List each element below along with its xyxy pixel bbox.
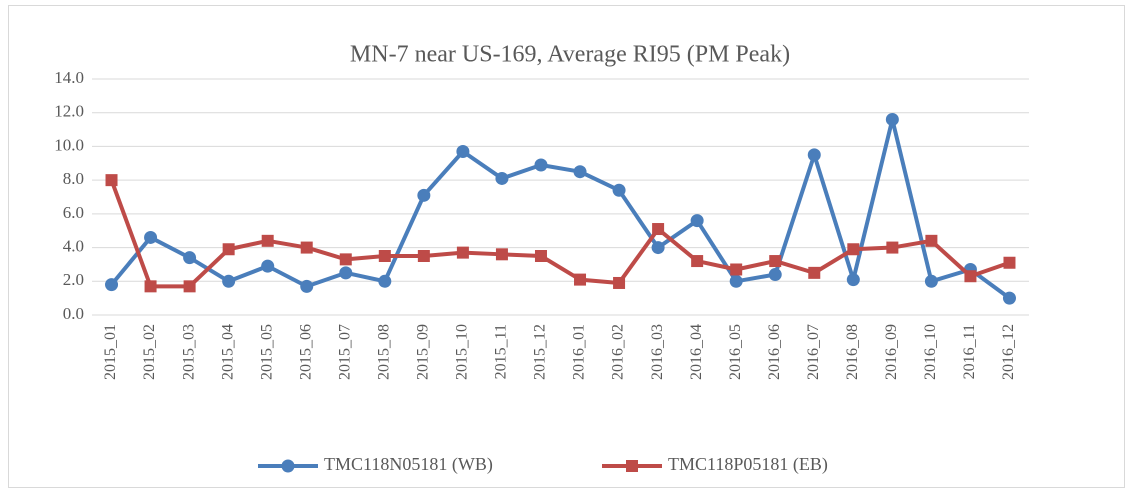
- data-point: [261, 259, 275, 273]
- x-tick-label: 2016_03: [649, 324, 666, 380]
- series-line: [109, 179, 1011, 289]
- data-point: [886, 241, 899, 254]
- x-tick-label: 2015_09: [415, 324, 432, 380]
- x-tick-label: 2016_09: [883, 324, 900, 380]
- data-point: [495, 171, 509, 185]
- data-point: [105, 174, 118, 187]
- legend-label: TMC118P05181 (EB): [668, 454, 828, 475]
- x-tick-label: 2015_12: [532, 324, 549, 380]
- data-point: [612, 183, 626, 197]
- data-point: [925, 234, 938, 247]
- x-tick-label: 2016_08: [844, 324, 861, 380]
- legend-marker: [281, 459, 295, 473]
- y-tick-label: 14.0: [54, 68, 84, 87]
- data-point: [846, 273, 860, 287]
- y-tick-label: 6.0: [63, 203, 84, 222]
- x-tick-label: 2015_10: [454, 324, 471, 380]
- x-tick-label: 2016_04: [688, 324, 705, 380]
- x-tick-label: 2016_07: [805, 324, 822, 380]
- x-tick-label: 2015_02: [141, 324, 158, 380]
- y-tick-label: 8.0: [63, 169, 84, 188]
- data-point: [300, 241, 313, 254]
- data-point: [1003, 256, 1016, 269]
- x-tick-label: 2015_04: [219, 324, 236, 380]
- data-point: [807, 148, 821, 162]
- x-tick-label: 2016_10: [922, 324, 939, 380]
- data-point: [339, 253, 352, 266]
- x-tick-label: 2015_03: [180, 324, 197, 380]
- data-point: [222, 243, 235, 256]
- x-tick-label: 2015_06: [297, 324, 314, 380]
- data-point: [495, 248, 508, 261]
- data-point: [769, 255, 782, 268]
- data-point: [885, 112, 899, 126]
- data-point: [456, 246, 469, 259]
- chart-title: MN-7 near US-169, Average RI95 (PM Peak): [350, 42, 790, 68]
- data-point: [339, 266, 353, 280]
- data-point: [574, 273, 587, 286]
- data-point: [261, 234, 274, 247]
- data-point: [378, 250, 391, 262]
- x-tick-label: 2016_06: [766, 324, 783, 380]
- data-point: [222, 274, 236, 288]
- data-point: [730, 263, 743, 276]
- data-point: [768, 268, 782, 282]
- data-point: [417, 250, 430, 262]
- y-tick-label: 12.0: [54, 102, 84, 121]
- chart-border: [8, 5, 1125, 488]
- series-line: [109, 117, 1011, 300]
- x-tick-label: 2016_05: [727, 324, 744, 380]
- x-tick-label: 2016_01: [571, 324, 588, 380]
- y-tick-label: 0.0: [63, 304, 84, 323]
- data-point: [651, 241, 665, 255]
- data-point: [573, 165, 587, 179]
- legend-label: TMC118N05181 (WB): [324, 454, 493, 475]
- data-point: [964, 270, 977, 283]
- y-tick-label: 10.0: [54, 135, 84, 154]
- data-point: [378, 274, 392, 288]
- data-point: [456, 144, 470, 158]
- y-tick-label: 2.0: [63, 270, 84, 289]
- data-point: [534, 250, 547, 262]
- data-point: [417, 188, 431, 202]
- data-point: [613, 276, 626, 289]
- data-point: [183, 280, 196, 293]
- x-tick-label: 2015_05: [258, 324, 275, 380]
- data-point: [847, 243, 860, 256]
- legend-marker: [626, 460, 638, 472]
- x-tick-label: 2016_11: [961, 324, 978, 379]
- x-tick-label: 2016_02: [610, 324, 627, 380]
- data-point: [652, 223, 665, 236]
- data-point: [300, 279, 314, 293]
- data-point: [105, 278, 119, 292]
- data-point: [691, 255, 704, 268]
- data-point: [183, 251, 197, 265]
- data-point: [808, 266, 821, 279]
- data-point: [924, 274, 938, 288]
- x-tick-label: 2015_11: [493, 324, 510, 379]
- x-tick-label: 2015_07: [336, 324, 353, 380]
- data-point: [144, 280, 157, 293]
- y-tick-label: 4.0: [63, 236, 84, 255]
- x-tick-label: 2015_01: [102, 324, 119, 380]
- data-point: [729, 274, 743, 288]
- x-tick-label: 2015_08: [375, 324, 392, 380]
- data-point: [534, 158, 548, 172]
- data-point: [690, 214, 704, 228]
- data-point: [1002, 291, 1016, 305]
- x-tick-label: 2016_12: [1000, 324, 1017, 380]
- data-point: [144, 230, 158, 244]
